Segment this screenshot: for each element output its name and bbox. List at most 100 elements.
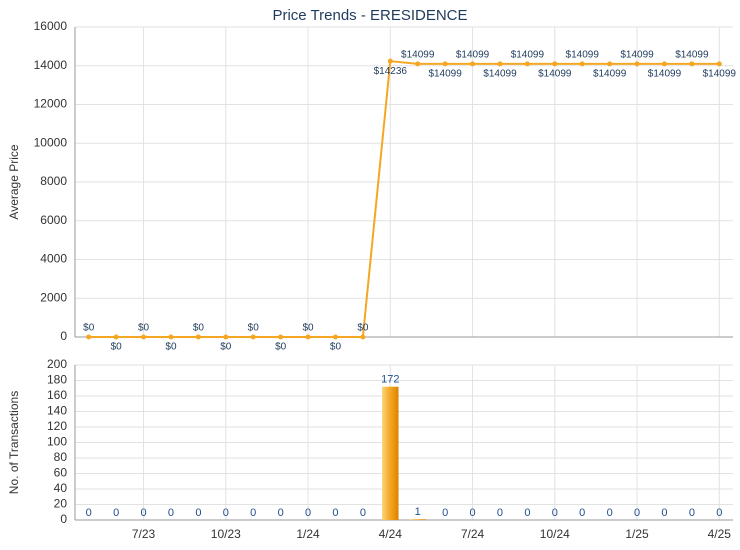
value-label: $14236 (374, 66, 408, 77)
y-tick-label: 20 (54, 497, 68, 511)
x-tick-label: 7/23 (132, 527, 156, 541)
point (141, 334, 147, 340)
value-label: 0 (250, 507, 256, 519)
point (415, 61, 421, 67)
value-label: $0 (330, 342, 342, 353)
value-label: 0 (223, 507, 229, 519)
value-label: $0 (275, 342, 287, 353)
value-label: 0 (689, 507, 695, 519)
y-tick-label: 180 (47, 373, 67, 387)
value-label: 0 (168, 507, 174, 519)
point (634, 61, 640, 67)
value-label: 0 (278, 507, 284, 519)
point (86, 334, 92, 340)
y-tick-label: 12000 (34, 97, 68, 111)
y-tick-label: 0 (60, 512, 67, 526)
value-label: 0 (497, 507, 503, 519)
point (360, 334, 366, 340)
y-tick-label: 80 (54, 450, 68, 464)
value-label: $0 (248, 323, 260, 334)
value-label: $14099 (566, 49, 600, 60)
value-label: $14099 (456, 49, 490, 60)
x-tick-label: 4/24 (379, 527, 403, 541)
value-label: 0 (607, 507, 613, 519)
point (689, 61, 695, 67)
y-tick-label: 2000 (40, 290, 67, 304)
value-label: $0 (165, 342, 177, 353)
y-tick-label: 8000 (40, 174, 67, 188)
price-line (88, 60, 720, 338)
y-tick-label: 16000 (34, 19, 68, 33)
point (442, 61, 448, 67)
point (579, 61, 585, 67)
value-label: 0 (469, 507, 475, 519)
value-label: 0 (552, 507, 558, 519)
value-label: 0 (579, 507, 585, 519)
bar (382, 386, 399, 520)
value-label: $0 (83, 323, 95, 334)
x-tick-label: 10/24 (540, 527, 570, 541)
x-tick-label: 1/25 (625, 527, 649, 541)
y-tick-label: 40 (54, 481, 68, 495)
value-label: 0 (634, 507, 640, 519)
y-tick-label: 14000 (34, 58, 68, 72)
value-label: 0 (305, 507, 311, 519)
y-tick-label: 4000 (40, 252, 67, 266)
value-label: 0 (661, 507, 667, 519)
y-tick-label: 6000 (40, 213, 67, 227)
value-label: $14099 (538, 68, 572, 79)
point (250, 334, 256, 340)
value-label: $0 (302, 323, 314, 334)
point (168, 334, 174, 340)
value-label: $0 (220, 342, 232, 353)
y-axis-label: Average Price (7, 144, 21, 219)
y-tick-label: 100 (47, 435, 67, 449)
value-label: $14099 (648, 68, 682, 79)
point (607, 61, 613, 67)
value-label: $0 (138, 323, 150, 334)
point (552, 61, 558, 67)
value-label: $14099 (483, 68, 517, 79)
value-label: 0 (716, 507, 722, 519)
value-label: $14099 (401, 49, 435, 60)
value-label: $14099 (703, 68, 737, 79)
x-tick-label: 7/24 (461, 527, 485, 541)
value-label: $0 (357, 323, 369, 334)
value-label: $0 (111, 342, 123, 353)
y-tick-label: 120 (47, 419, 67, 433)
value-label: 0 (113, 507, 119, 519)
x-tick-label: 4/25 (708, 527, 732, 541)
point (278, 334, 284, 340)
point (716, 61, 722, 67)
y-tick-label: 10000 (34, 135, 68, 149)
point (332, 334, 338, 340)
y-axis-label: No. of Transactions (7, 391, 21, 494)
point (470, 61, 476, 67)
value-label: $14099 (620, 49, 654, 60)
value-label: $14099 (511, 49, 545, 60)
value-label: $14099 (428, 68, 462, 79)
value-label: 0 (140, 507, 146, 519)
point (113, 334, 119, 340)
y-tick-label: 160 (47, 388, 67, 402)
chart-title: Price Trends - ERESIDENCE (272, 7, 467, 24)
point (305, 334, 311, 340)
value-label: 0 (524, 507, 530, 519)
point (661, 61, 667, 67)
bar (409, 519, 426, 520)
x-tick-label: 10/23 (211, 527, 241, 541)
y-tick-label: 0 (60, 329, 67, 343)
value-label: $0 (193, 323, 205, 334)
y-tick-label: 200 (47, 357, 67, 371)
value-label: 0 (86, 507, 92, 519)
value-label: 1 (415, 506, 421, 518)
point (497, 61, 503, 67)
point (195, 334, 201, 340)
value-label: $14099 (675, 49, 709, 60)
point (387, 58, 393, 64)
value-label: 0 (332, 507, 338, 519)
value-label: $14099 (593, 68, 627, 79)
point (223, 334, 229, 340)
value-label: 0 (360, 507, 366, 519)
